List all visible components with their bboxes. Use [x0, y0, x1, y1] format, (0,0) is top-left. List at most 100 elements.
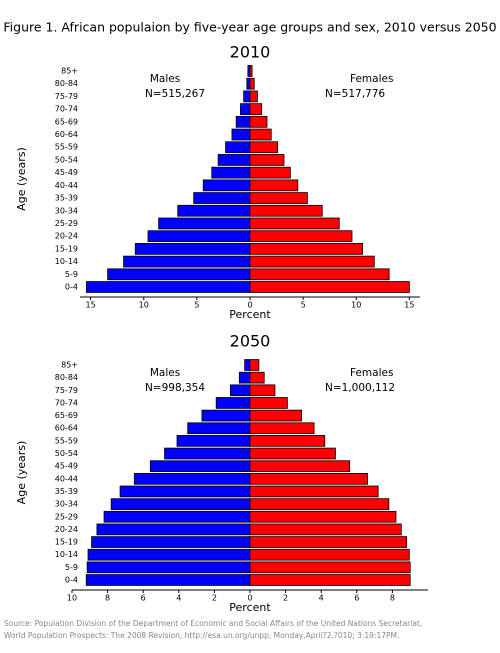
- x-tick-label: 5: [194, 301, 199, 310]
- series-count: N=515,267: [145, 88, 205, 100]
- bar: [249, 371, 265, 384]
- category-label: 10-14: [55, 550, 78, 559]
- x-tick-label: 5: [301, 301, 306, 310]
- x-tick-label: 6: [354, 594, 359, 603]
- category-label: 0-4: [65, 576, 78, 585]
- series-count: N=998,354: [145, 382, 205, 394]
- x-tick-label: 0: [247, 301, 252, 310]
- category-label: 35-39: [55, 487, 78, 496]
- x-tick-label: 2: [283, 594, 288, 603]
- bar: [91, 536, 251, 548]
- series-count: N=1,000,112: [325, 382, 395, 394]
- category-label: 55-59: [55, 436, 78, 445]
- bar: [177, 204, 251, 217]
- category-label: 80-84: [55, 79, 78, 88]
- x-tick-label: 10: [351, 301, 361, 310]
- bar: [149, 460, 251, 473]
- bar: [249, 230, 353, 243]
- bar: [249, 243, 364, 255]
- bar: [249, 77, 255, 90]
- bar: [249, 281, 410, 293]
- bar: [123, 255, 251, 268]
- bar: [107, 268, 251, 281]
- bar: [249, 65, 253, 77]
- bar: [249, 128, 272, 141]
- bar: [249, 561, 411, 574]
- bar: [249, 422, 315, 435]
- bar: [249, 397, 288, 409]
- category-label: 55-59: [55, 143, 78, 152]
- bar: [225, 141, 251, 154]
- bar: [249, 435, 326, 447]
- x-tick-label: 8: [390, 594, 395, 603]
- legend-label: Females: [350, 367, 393, 379]
- category-label: 85+: [61, 67, 78, 76]
- bar: [235, 115, 251, 128]
- figure-title: Figure 1. African populaion by five-year…: [3, 20, 496, 35]
- legend-label: Males: [150, 73, 180, 85]
- x-tick-label: 10: [139, 301, 149, 310]
- category-label: 70-74: [55, 398, 78, 407]
- bar: [176, 435, 251, 447]
- bar: [249, 548, 410, 561]
- bar: [249, 472, 368, 485]
- bar: [87, 548, 251, 561]
- bar: [249, 217, 340, 230]
- category-label: 25-29: [55, 512, 78, 521]
- bar: [249, 384, 276, 397]
- bar: [249, 359, 260, 371]
- bar: [134, 243, 251, 255]
- category-label: 15-19: [55, 244, 78, 253]
- category-label: 35-39: [55, 194, 78, 203]
- bar: [96, 523, 251, 536]
- x-tick-label: 2: [212, 594, 217, 603]
- bar: [249, 255, 375, 268]
- category-label: 65-69: [55, 117, 78, 126]
- category-label: 60-64: [55, 424, 78, 433]
- bar: [249, 485, 379, 498]
- bar: [249, 166, 291, 179]
- category-label: 50-54: [55, 155, 78, 164]
- bar: [85, 574, 251, 586]
- bar: [246, 77, 251, 90]
- bar: [249, 154, 285, 166]
- bar: [86, 561, 251, 574]
- category-label: 50-54: [55, 449, 78, 458]
- bar: [243, 90, 251, 103]
- category-label: 10-14: [55, 257, 78, 266]
- bar: [249, 574, 411, 586]
- category-label: 5-9: [65, 270, 78, 279]
- category-label: 60-64: [55, 130, 78, 139]
- x-tick-label: 4: [176, 594, 181, 603]
- bar: [249, 536, 408, 548]
- bar: [187, 422, 251, 435]
- bar: [193, 192, 251, 204]
- category-label: 70-74: [55, 105, 78, 114]
- bar: [249, 103, 263, 115]
- bar: [147, 230, 251, 243]
- bar: [240, 103, 251, 115]
- bar: [249, 409, 303, 422]
- bar: [249, 523, 402, 536]
- category-label: 80-84: [55, 373, 78, 382]
- x-tick-label: 10: [67, 594, 77, 603]
- bar: [249, 204, 323, 217]
- category-label: 30-34: [55, 500, 78, 509]
- x-tick-label: 8: [105, 594, 110, 603]
- bar: [249, 179, 299, 192]
- x-axis-label: Percent: [229, 601, 271, 614]
- source-line: Source: Population Division of the Depar…: [4, 619, 422, 628]
- category-label: 65-69: [55, 411, 78, 420]
- bar: [211, 166, 251, 179]
- x-tick-label: 4: [319, 594, 324, 603]
- y-axis-label: Age (years): [15, 441, 28, 505]
- chart-title: 2050: [230, 332, 271, 351]
- y-axis-label: Age (years): [15, 147, 28, 211]
- bar: [249, 460, 351, 473]
- category-label: 85+: [61, 361, 78, 370]
- category-label: 75-79: [55, 386, 78, 395]
- bar: [249, 141, 279, 154]
- category-label: 45-49: [55, 462, 78, 471]
- bar: [238, 371, 251, 384]
- bar: [249, 192, 308, 204]
